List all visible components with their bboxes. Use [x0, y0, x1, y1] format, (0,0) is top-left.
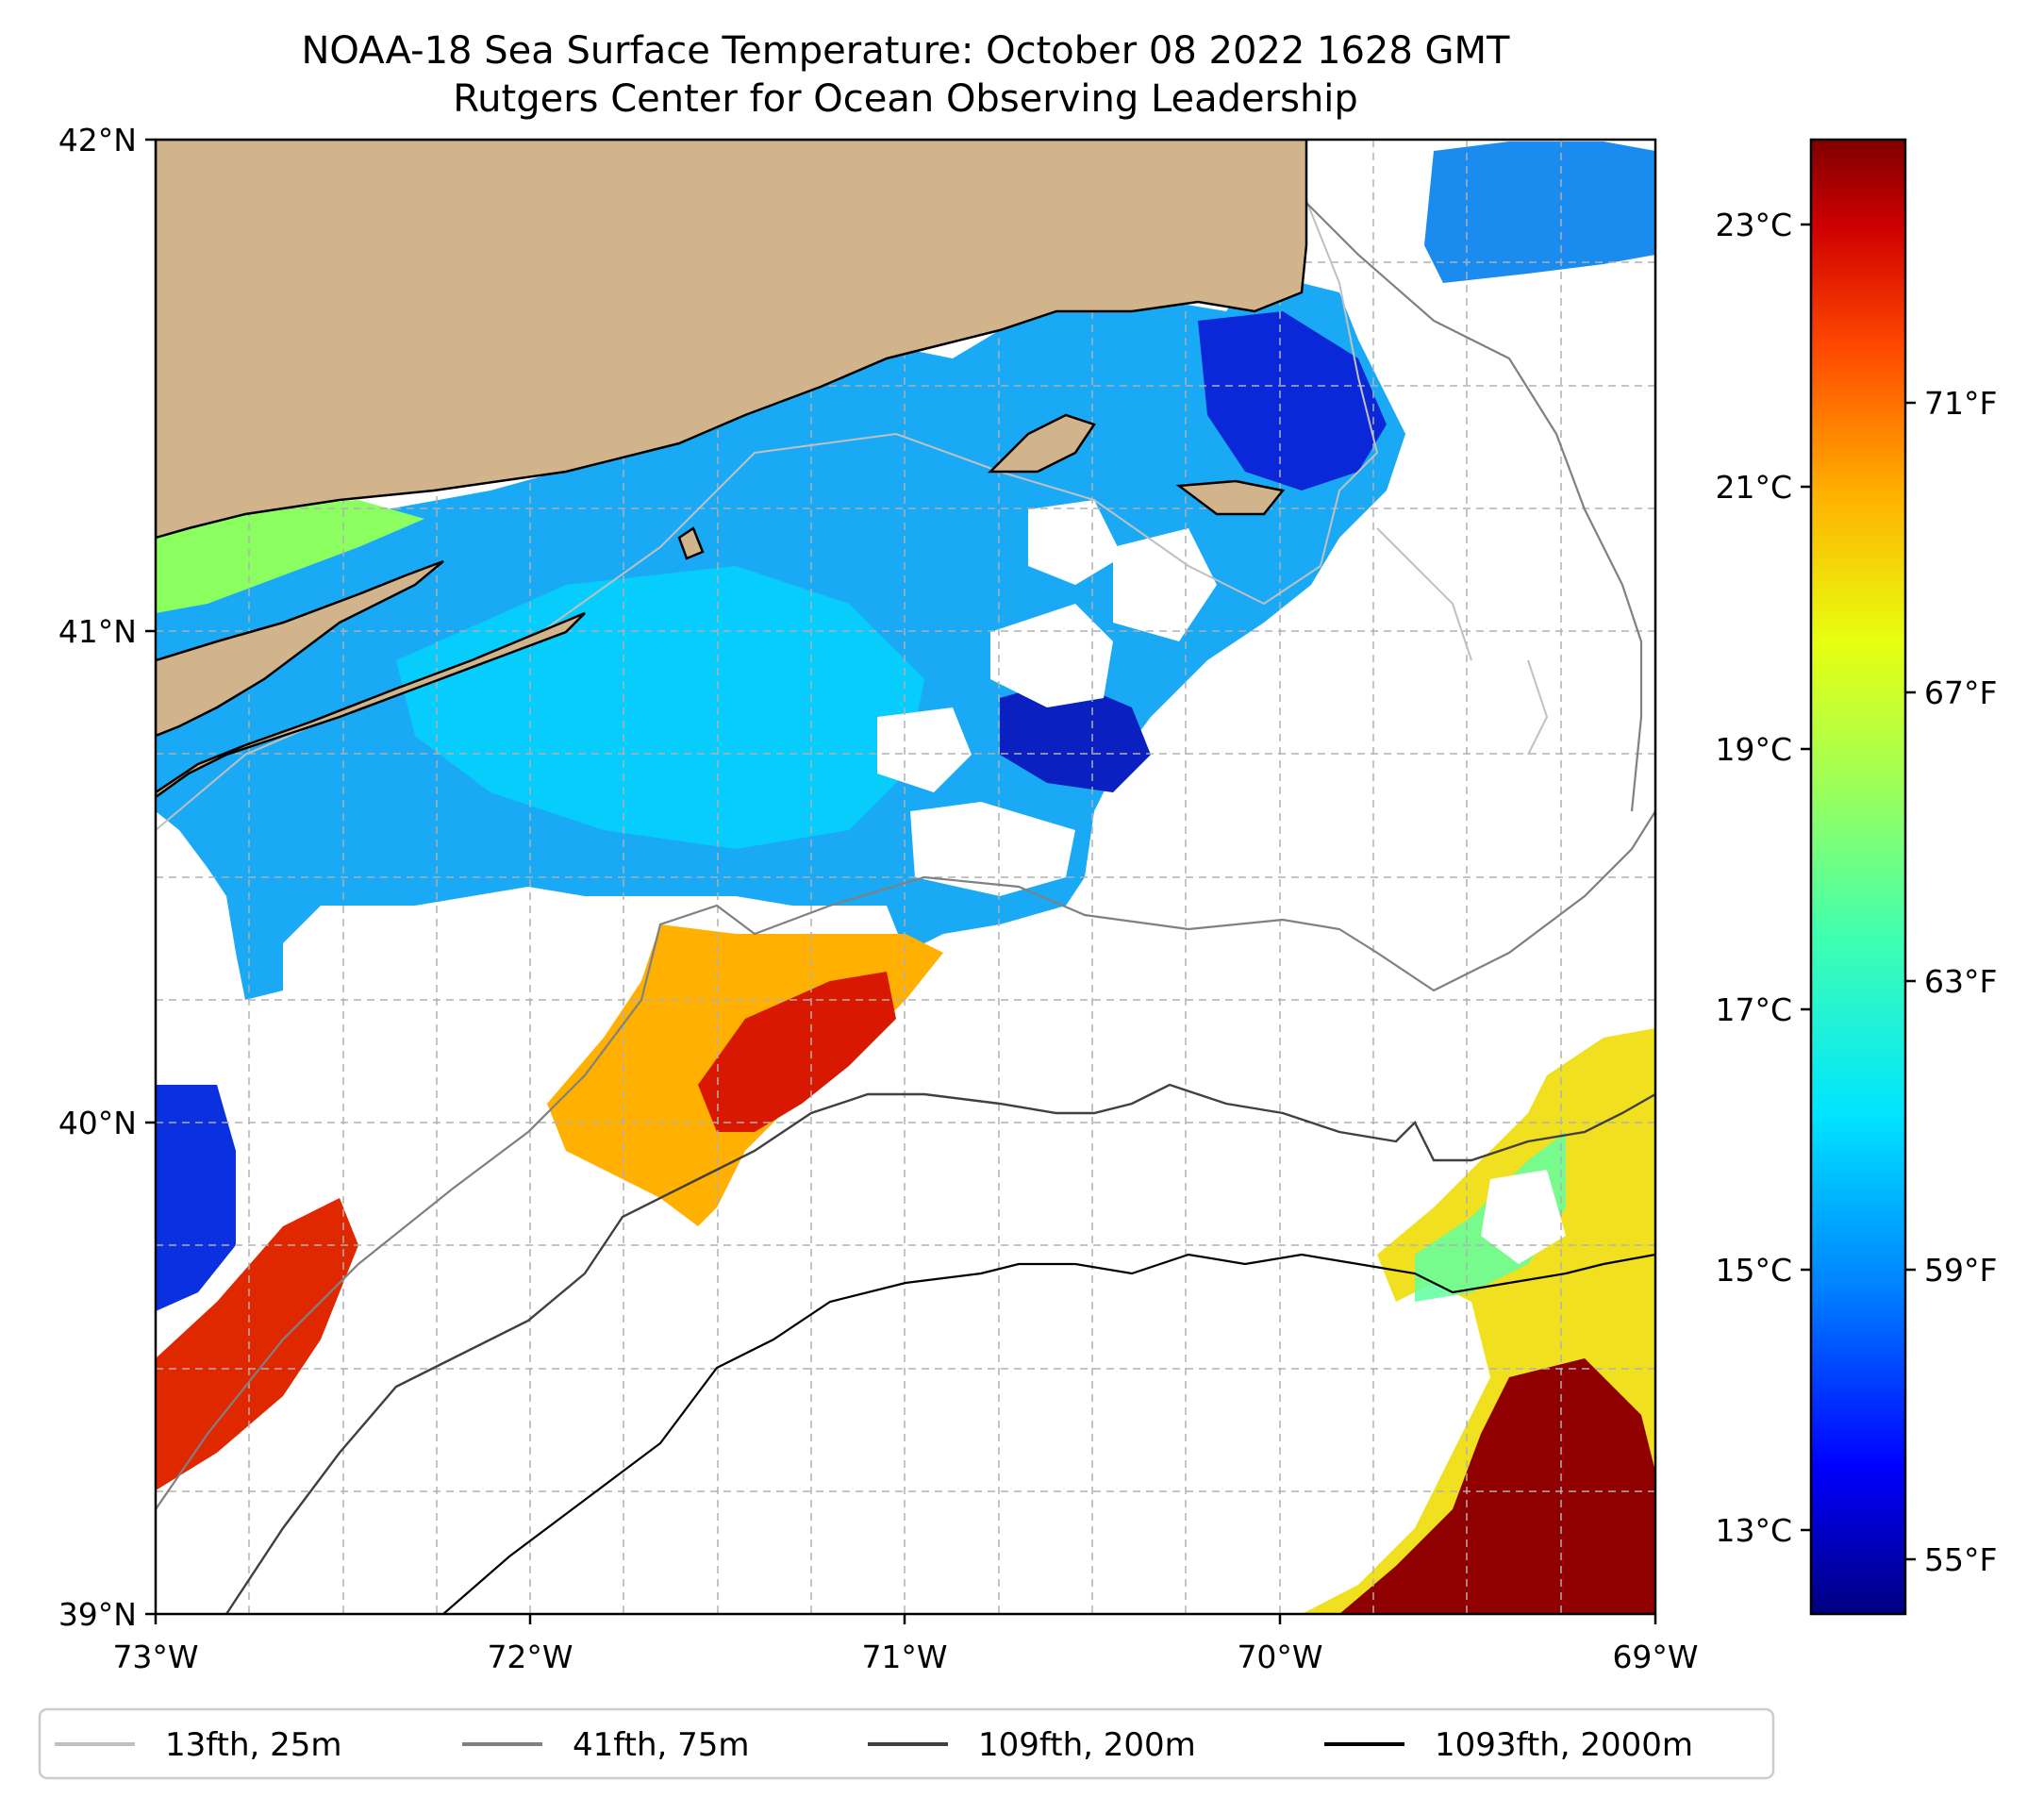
- cloud-gap-3: [1028, 500, 1122, 585]
- colorbar-ticks: [1801, 223, 1916, 1561]
- cbar-fahrenheit-label: 67°F: [1924, 674, 1997, 711]
- x-tick-label: 70°W: [1237, 1639, 1322, 1675]
- land-marthas-vineyard: [987, 413, 1096, 474]
- cbar-celsius-label: 23°C: [1715, 207, 1792, 243]
- y-tick-label: 40°N: [58, 1105, 137, 1141]
- cbar-celsius-label: 15°C: [1715, 1252, 1792, 1289]
- sst-se-hot: [1339, 1358, 1655, 1614]
- contour-75m: [156, 197, 1655, 1510]
- x-tick-label: 72°W: [487, 1639, 573, 1675]
- y-tick-label: 41°N: [58, 613, 137, 650]
- y-tick-label: 39°N: [58, 1596, 137, 1633]
- cbar-fahrenheit-label: 55°F: [1924, 1541, 1997, 1578]
- y-axis-labels: 42°N 41°N 40°N 39°N: [58, 122, 137, 1633]
- cbar-celsius-label: 21°C: [1715, 469, 1792, 506]
- contour-200m: [224, 1083, 1655, 1614]
- legend-label-200m: 109fth, 200m: [978, 1726, 1196, 1764]
- sst-sw-cold: [156, 1085, 236, 1311]
- land-nantucket: [1175, 479, 1286, 516]
- sst-green-lis: [156, 500, 424, 613]
- cloud-gap-1: [990, 604, 1113, 707]
- contour-legend: 13fth, 25m 41fth, 75m 109fth, 200m 1093f…: [38, 1707, 1775, 1780]
- map-area: [156, 140, 1655, 1614]
- cbar-celsius-label: 17°C: [1715, 991, 1792, 1028]
- legend-label-2000m: 1093fth, 2000m: [1435, 1726, 1693, 1764]
- contour-2000m: [442, 1253, 1655, 1614]
- title-line1: NOAA-18 Sea Surface Temperature: October…: [302, 29, 1511, 73]
- cloud-gap-4: [1113, 528, 1217, 641]
- cloud-gaps: [877, 500, 1566, 1264]
- sst-sw-warm: [156, 1198, 358, 1490]
- colorbar: 23°C 21°C 19°C 17°C 15°C 13°C 71°F 67°F …: [1715, 138, 1997, 1616]
- bathymetry: [156, 168, 1655, 1614]
- land-new-england: [156, 140, 1308, 540]
- colorbar-fahrenheit-labels: 71°F 67°F 63°F 59°F 55°F: [1924, 385, 1997, 1578]
- cbar-fahrenheit-label: 63°F: [1924, 963, 1997, 1000]
- cbar-fahrenheit-label: 59°F: [1924, 1252, 1997, 1289]
- cloud-gap-5: [910, 802, 1075, 896]
- legend-label-75m: 41fth, 75m: [573, 1726, 750, 1764]
- colorbar-gradient: [1809, 138, 1907, 1616]
- title-line2: Rutgers Center for Ocean Observing Leade…: [453, 77, 1358, 121]
- land-long-island: [156, 611, 586, 799]
- x-tick-label: 69°W: [1612, 1639, 1698, 1675]
- sst-dark-blue-east: [1198, 311, 1387, 491]
- axis-ticks: [145, 138, 1657, 1624]
- x-tick-label: 71°W: [861, 1639, 947, 1675]
- cbar-fahrenheit-label: 71°F: [1924, 385, 1997, 422]
- cbar-celsius-label: 19°C: [1715, 731, 1792, 768]
- cbar-celsius-label: 13°C: [1715, 1512, 1792, 1549]
- cloud-gap-6: [1481, 1170, 1566, 1264]
- x-axis-labels: 73°W 72°W 71°W 70°W 69°W: [112, 1639, 1698, 1675]
- legend-label-25m: 13fth, 25m: [165, 1726, 342, 1764]
- land: [156, 140, 1308, 799]
- sst-shelf-edge-hot: [698, 972, 896, 1132]
- y-tick-label: 42°N: [58, 122, 137, 158]
- x-tick-label: 73°W: [112, 1639, 198, 1675]
- sst-ne-blue: [1424, 141, 1655, 283]
- colorbar-celsius-labels: 23°C 21°C 19°C 17°C 15°C 13°C: [1715, 207, 1792, 1549]
- land-block-island: [677, 526, 705, 560]
- cloud-gap-2: [877, 707, 972, 792]
- sst-dark-blue-south: [1000, 679, 1151, 792]
- land-long-island-main: [156, 559, 444, 738]
